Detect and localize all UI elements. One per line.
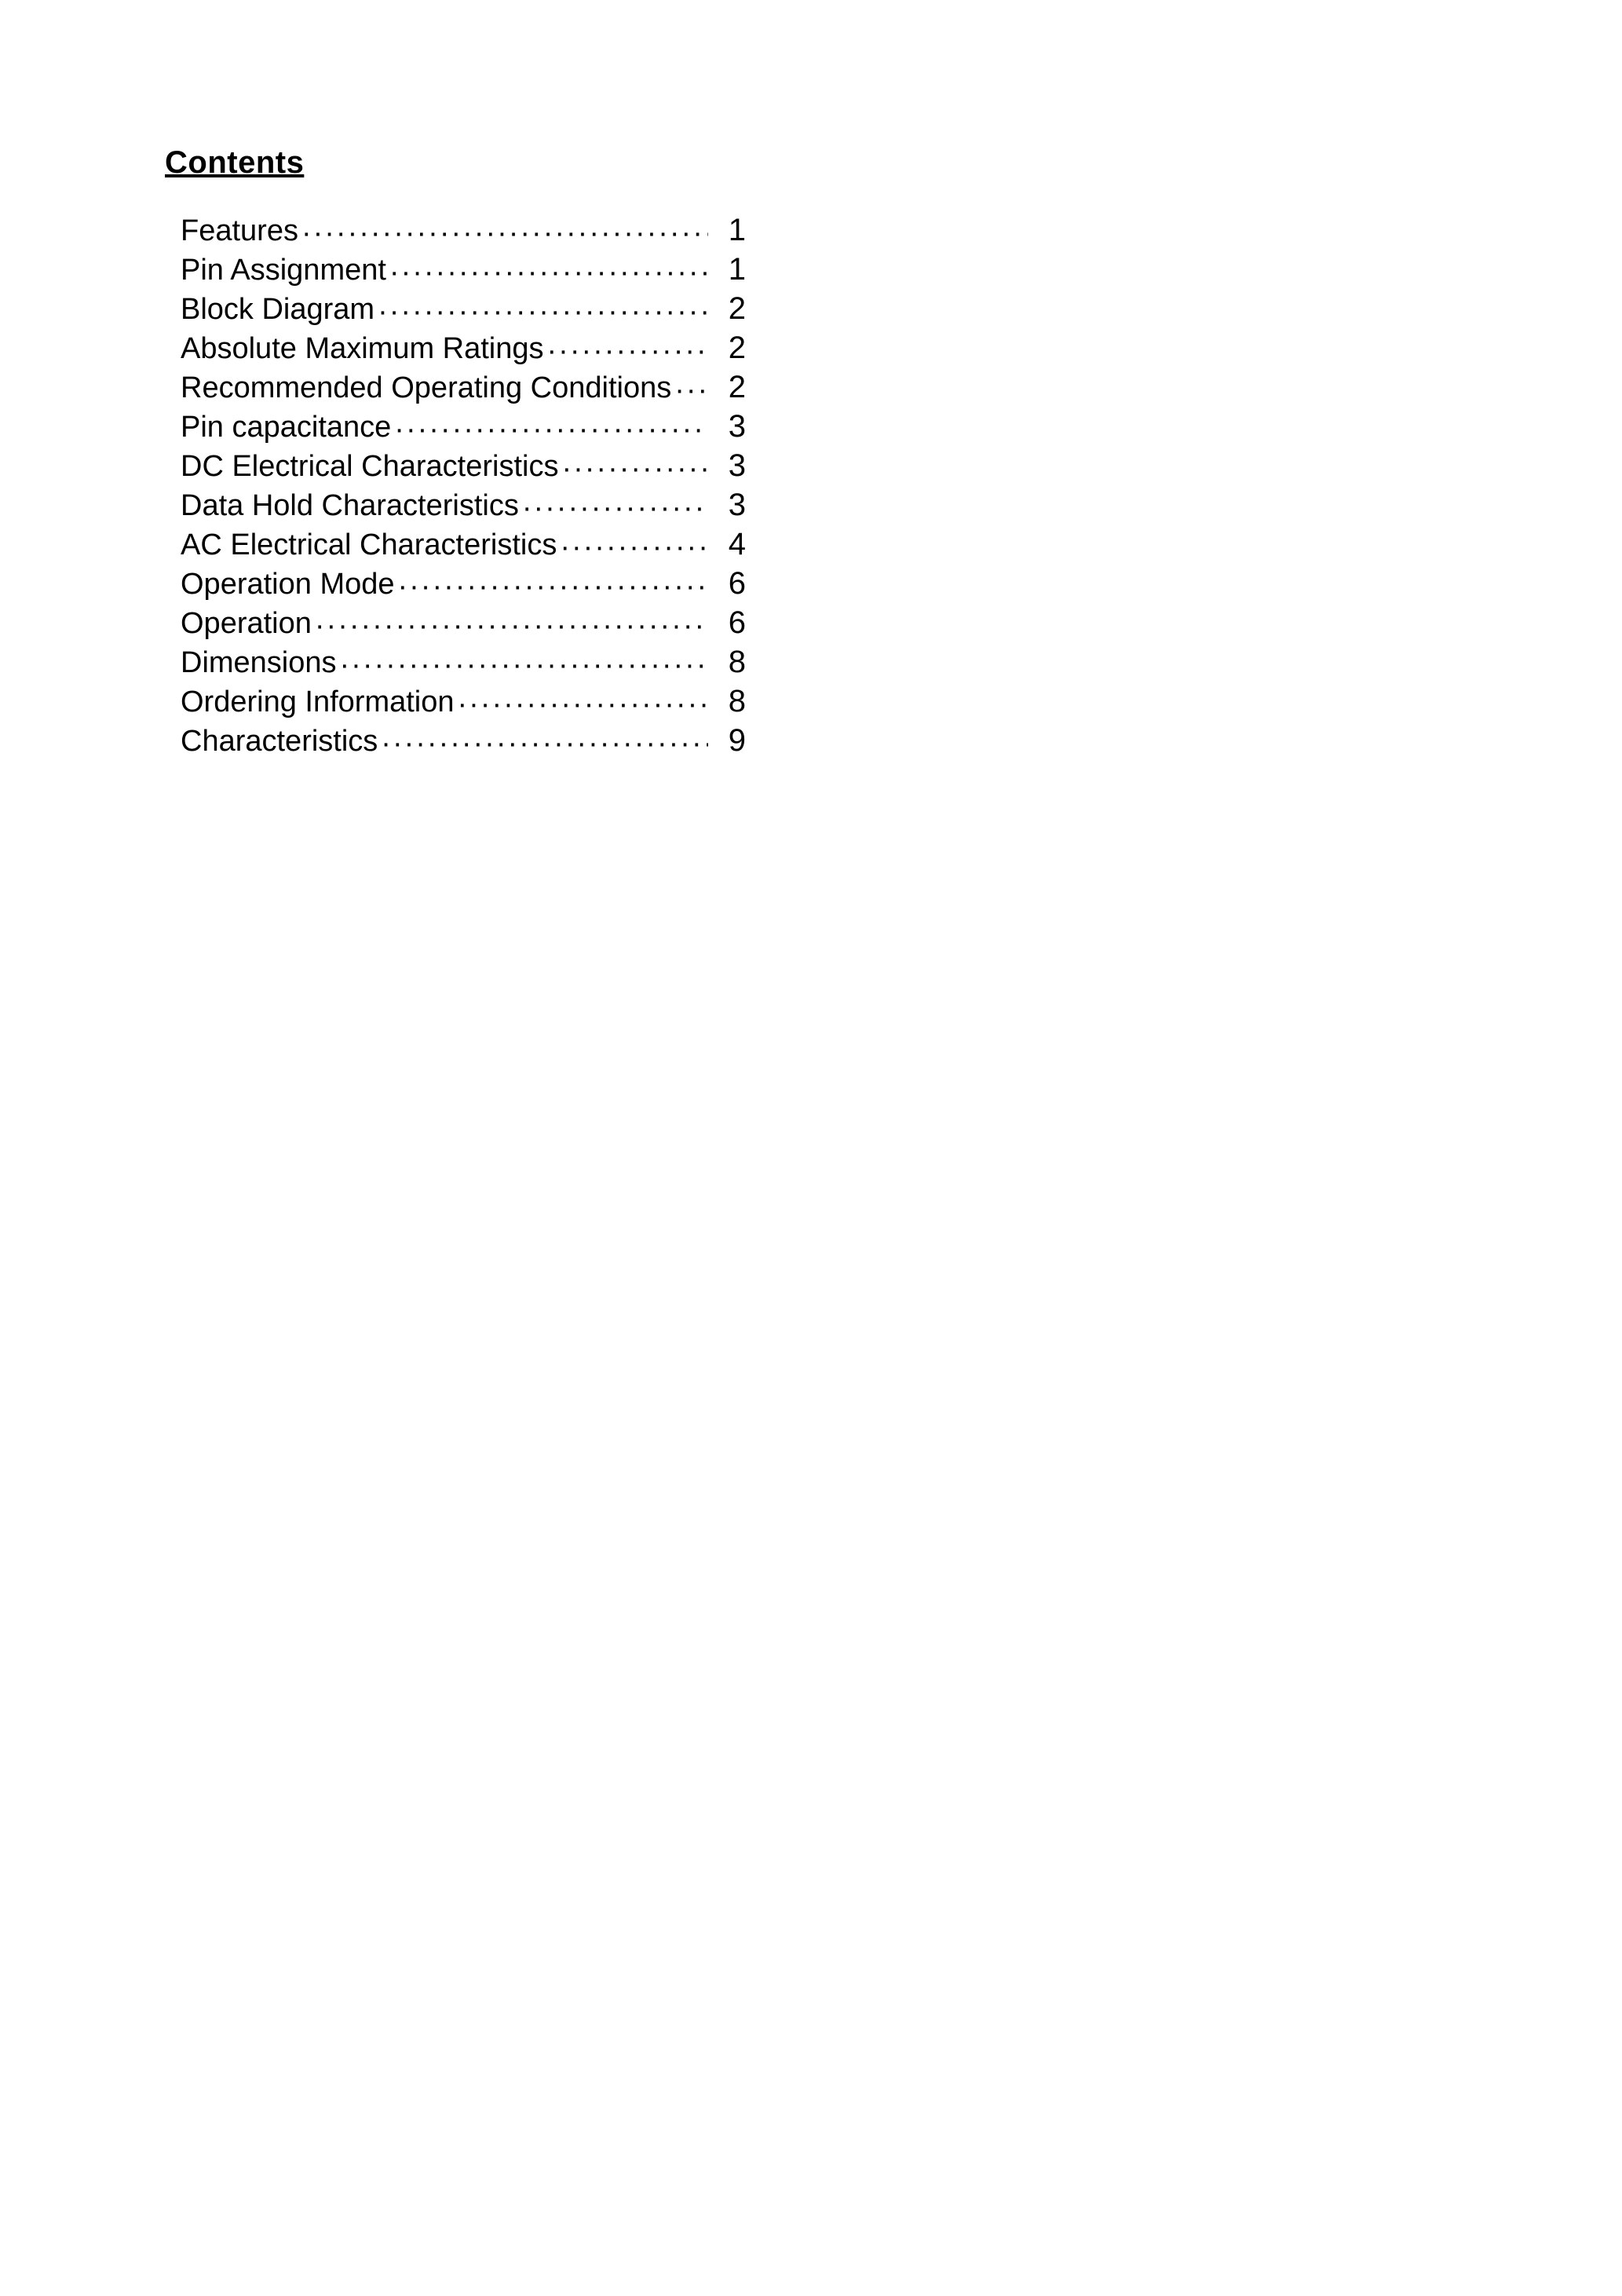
toc-label: Operation	[181, 607, 312, 641]
toc-leader	[315, 603, 708, 633]
toc-leader	[381, 721, 708, 751]
toc-leader	[301, 210, 708, 240]
toc-row: DC Electrical Characteristics 3	[181, 446, 746, 485]
toc-leader	[561, 446, 708, 476]
toc-page: 3	[714, 488, 746, 523]
toc-leader	[378, 289, 708, 319]
page: Contents Features 1 Pin Assignment 1 Blo…	[0, 0, 1622, 2296]
toc-label: Dimensions	[181, 646, 337, 680]
toc-label: Pin capacitance	[181, 411, 391, 444]
toc-label: Pin Assignment	[181, 254, 386, 287]
toc-label: Ordering Information	[181, 686, 455, 719]
toc-page: 6	[714, 566, 746, 601]
toc-row: Recommended Operating Conditions 2	[181, 367, 746, 407]
toc-row: Dimensions 8	[181, 642, 746, 682]
toc-page: 2	[714, 291, 746, 327]
toc-page: 8	[714, 645, 746, 680]
toc-label: Recommended Operating Conditions	[181, 371, 671, 405]
toc-row: AC Electrical Characteristics 4	[181, 525, 746, 564]
toc-page: 2	[714, 370, 746, 405]
toc-row: Pin capacitance 3	[181, 407, 746, 446]
toc-page: 3	[714, 409, 746, 444]
toc-leader	[340, 642, 708, 672]
toc-row: Operation 6	[181, 603, 746, 642]
toc-page: 3	[714, 448, 746, 484]
toc-leader	[560, 525, 708, 554]
toc-label: DC Electrical Characteristics	[181, 450, 558, 484]
toc-page: 4	[714, 527, 746, 562]
toc-label: Features	[181, 214, 298, 248]
toc-page: 2	[714, 331, 746, 366]
toc-label: Absolute Maximum Ratings	[181, 332, 544, 366]
toc-leader	[522, 485, 708, 515]
toc-leader	[398, 564, 709, 594]
toc-page: 8	[714, 684, 746, 719]
toc-label: AC Electrical Characteristics	[181, 528, 557, 562]
toc-page: 1	[714, 213, 746, 248]
toc-label: Block Diagram	[181, 293, 374, 327]
toc-row: Block Diagram 2	[181, 289, 746, 328]
table-of-contents: Features 1 Pin Assignment 1 Block Diagra…	[181, 210, 746, 760]
toc-label: Operation Mode	[181, 568, 395, 601]
toc-leader	[394, 407, 708, 437]
toc-leader	[547, 328, 708, 358]
toc-leader	[389, 250, 708, 280]
toc-leader	[458, 682, 709, 711]
contents-heading: Contents	[165, 145, 304, 181]
toc-row: Data Hold Characteristics 3	[181, 485, 746, 525]
toc-label: Data Hold Characteristics	[181, 489, 519, 523]
toc-row: Ordering Information 8	[181, 682, 746, 721]
toc-page: 9	[714, 723, 746, 759]
toc-leader	[674, 367, 708, 397]
toc-row: Features 1	[181, 210, 746, 250]
toc-row: Absolute Maximum Ratings 2	[181, 328, 746, 367]
toc-row: Pin Assignment 1	[181, 250, 746, 289]
toc-row: Operation Mode 6	[181, 564, 746, 603]
toc-page: 1	[714, 252, 746, 287]
toc-label: Characteristics	[181, 725, 378, 759]
toc-page: 6	[714, 605, 746, 641]
toc-row: Characteristics 9	[181, 721, 746, 760]
